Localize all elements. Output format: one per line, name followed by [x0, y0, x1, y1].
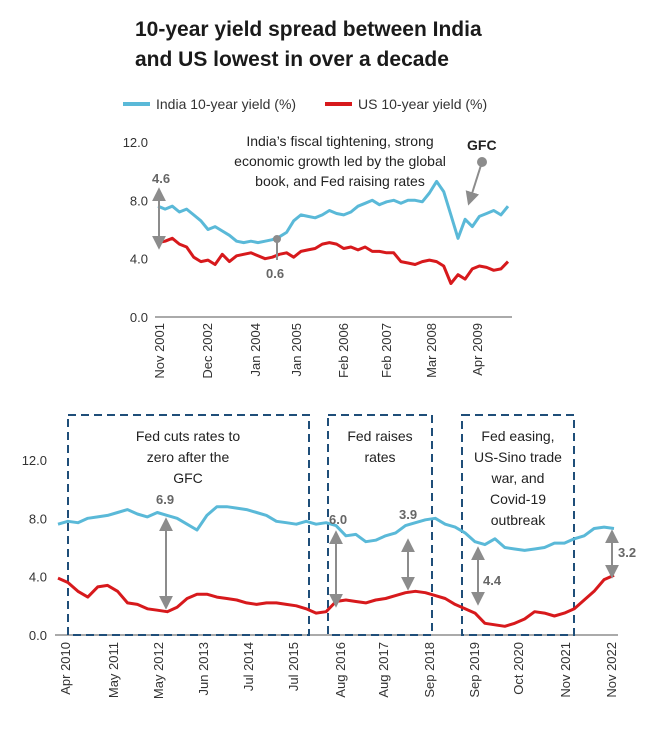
x-tick-label: Feb 2007 — [379, 323, 394, 378]
gfc-marker — [477, 157, 487, 167]
top-series-india — [157, 179, 510, 245]
x-tick-label: Nov 2021 — [558, 642, 573, 698]
x-tick-label: Aug 2017 — [376, 642, 391, 698]
top-x-axis: Nov 2001 Dec 2002 Jan 2004 Jan 2005 Feb 2006… — [152, 323, 485, 379]
y-tick-label: 12.0 — [123, 135, 148, 150]
top-annotation: India’s fiscal tightening, strong econom… — [234, 133, 446, 189]
legend: India 10-year yield (%) US 10-year yield… — [123, 96, 487, 112]
gfc-label: GFC — [467, 137, 497, 153]
box3-line-4: Covid-19 — [490, 491, 546, 507]
x-tick-label: Sep 2019 — [467, 642, 482, 698]
top-series-us — [157, 236, 510, 285]
bottom-x-axis: Apr 2010 May 2011 May 2012 Jun 2013 Jul 2014… — [58, 642, 619, 699]
y-tick-label: 12.0 — [22, 453, 47, 468]
chart-title-line1: 10-year yield spread between India — [135, 18, 482, 41]
x-tick-label: Feb 2006 — [336, 323, 351, 378]
x-tick-label: Nov 2022 — [604, 642, 619, 698]
y-tick-label: 8.0 — [130, 193, 148, 208]
x-tick-label: Dec 2002 — [200, 323, 215, 379]
x-tick-label: Apr 2009 — [470, 323, 485, 376]
gfc-arrow — [465, 161, 483, 206]
x-tick-label: Jun 2013 — [196, 642, 211, 696]
x-tick-label: May 2012 — [151, 642, 166, 699]
event-box-fed-cuts-border — [67, 414, 310, 636]
event-box-fed-easing: Fed easing, US-Sino trade war, and Covid… — [461, 414, 575, 636]
bottom-series-india — [57, 505, 615, 552]
gap-label-3-2: 3.2 — [618, 545, 636, 560]
annotation-line-2: economic growth led by the global — [234, 153, 446, 169]
gap-label-4-4: 4.4 — [483, 573, 502, 588]
top-chart: 0.0 4.0 8.0 12.0 Nov 2001 Dec 2002 Jan 2004 Ja… — [123, 133, 512, 379]
x-tick-label: Jul 2014 — [241, 642, 256, 691]
y-tick-label: 0.0 — [130, 310, 148, 325]
gap-label-6-0: 6.0 — [329, 512, 347, 527]
legend-label-us: US 10-year yield (%) — [358, 96, 487, 112]
box3-line-5: outbreak — [491, 512, 546, 528]
y-tick-label: 4.0 — [29, 570, 47, 585]
x-tick-label: Apr 2010 — [58, 642, 73, 695]
box2-line-1: Fed raises — [347, 428, 412, 444]
bottom-chart: 0.0 4.0 8.0 12.0 Apr 2010 May 2011 May 2012 Ju… — [22, 414, 636, 699]
x-tick-label: Oct 2020 — [511, 642, 526, 695]
box1-line-1: Fed cuts rates to — [136, 428, 240, 444]
box3-line-3: war, and — [491, 470, 545, 486]
x-tick-label: Mar 2008 — [424, 323, 439, 378]
y-tick-label: 8.0 — [29, 511, 47, 526]
top-y-axis: 0.0 4.0 8.0 12.0 — [123, 135, 148, 325]
x-tick-label: Sep 2018 — [422, 642, 437, 698]
x-tick-label: Aug 2016 — [333, 642, 348, 698]
chart-title-line2: and US lowest in over a decade — [135, 48, 449, 71]
x-tick-label: Nov 2001 — [152, 323, 167, 379]
box2-line-2: rates — [364, 449, 395, 465]
event-box-fed-raises-border — [327, 414, 433, 636]
x-tick-label: May 2011 — [106, 642, 121, 698]
gap-label-3-9: 3.9 — [399, 507, 417, 522]
x-tick-label: Jan 2005 — [289, 323, 304, 377]
x-tick-label: Jul 2015 — [286, 642, 301, 691]
x-tick-label: Jan 2004 — [248, 323, 263, 377]
annotation-line-1: India’s fiscal tightening, strong — [246, 133, 433, 149]
legend-label-india: India 10-year yield (%) — [156, 96, 296, 112]
event-box-fed-cuts: Fed cuts rates to zero after the GFC — [67, 414, 310, 636]
gap-label-6-9: 6.9 — [156, 492, 174, 507]
box1-line-2: zero after the — [147, 449, 230, 465]
gap-label-4-6: 4.6 — [152, 171, 170, 186]
event-box-fed-easing-border — [461, 414, 575, 636]
gap-label-0-6: 0.6 — [266, 266, 284, 281]
y-tick-label: 4.0 — [130, 252, 148, 267]
event-box-fed-raises: Fed raises rates — [327, 414, 433, 636]
bottom-y-axis: 0.0 4.0 8.0 12.0 — [22, 453, 47, 643]
annotation-line-3: book, and Fed raising rates — [255, 173, 425, 189]
box3-line-1: Fed easing, — [481, 428, 554, 444]
y-tick-label: 0.0 — [29, 628, 47, 643]
box1-line-3: GFC — [173, 470, 203, 486]
box3-line-2: US-Sino trade — [474, 449, 562, 465]
